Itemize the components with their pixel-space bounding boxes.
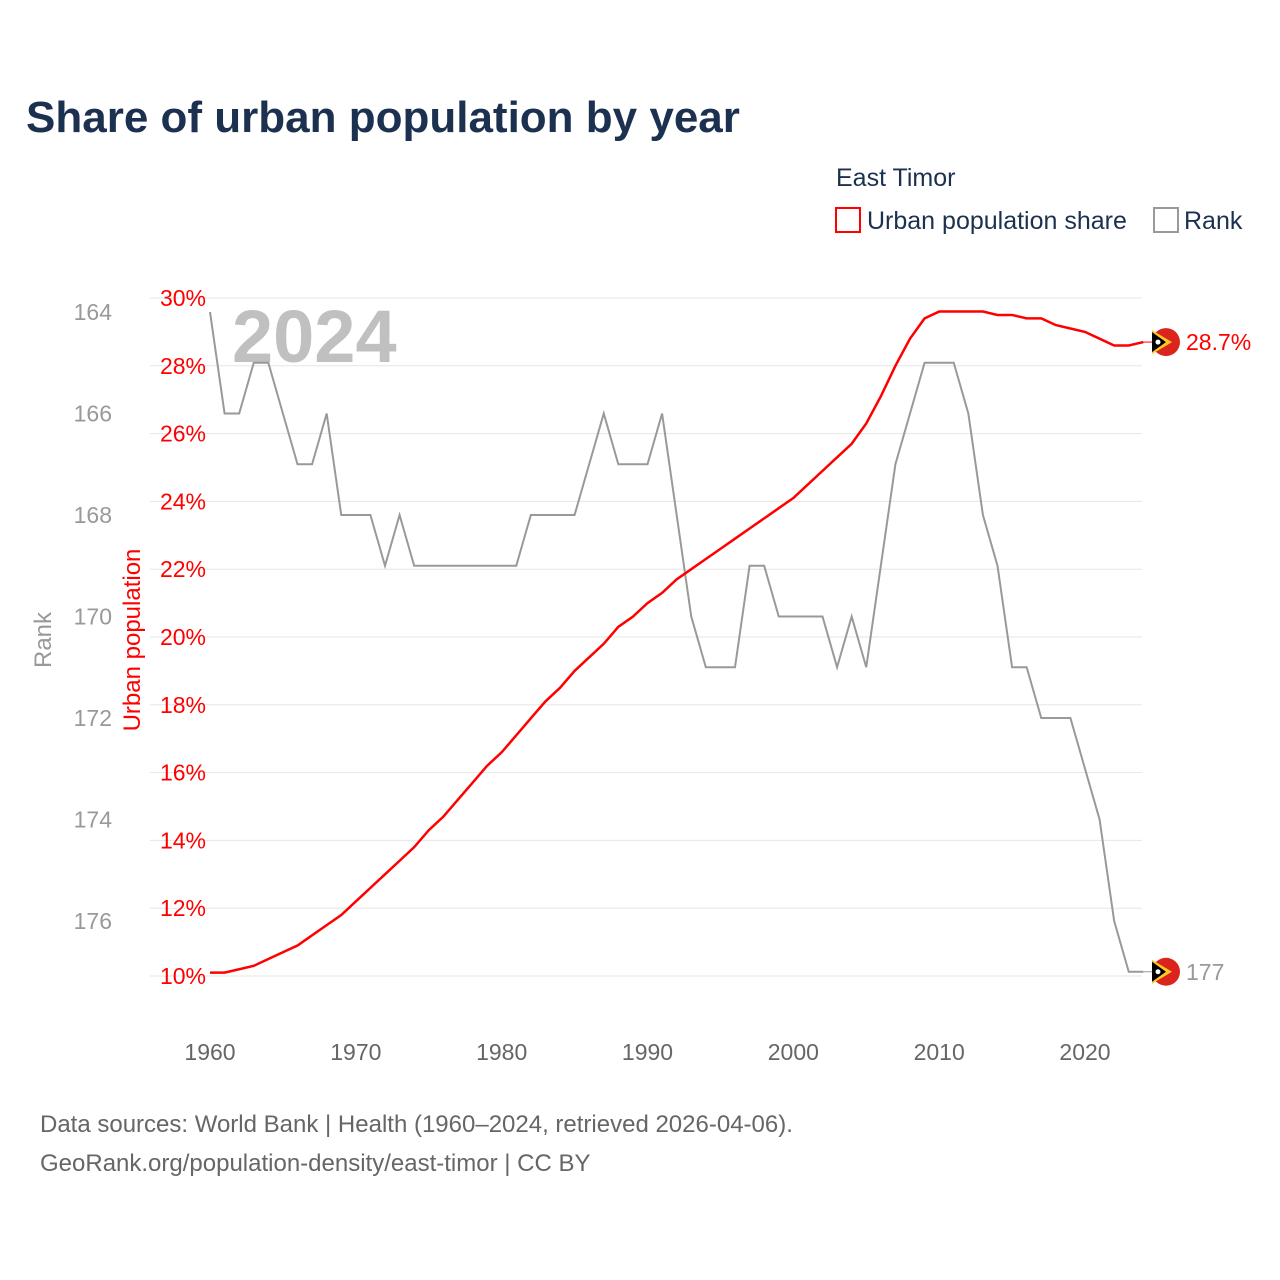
urban-line [210, 310, 1144, 974]
rank-tick-label: 168 [74, 502, 112, 528]
legend-label-rank[interactable]: Rank [1184, 207, 1243, 235]
urban-tick-label: 28% [160, 353, 206, 379]
rank-tick-label: 166 [74, 401, 112, 427]
urban-tick-label: 30% [160, 285, 206, 311]
rank-tick-label: 172 [74, 705, 112, 731]
x-tick-label: 1990 [622, 1039, 673, 1065]
rank-axis-label: Rank [30, 611, 57, 668]
x-tick-label: 2010 [914, 1039, 965, 1065]
footer-link[interactable]: GeoRank.org/population-density/east-timo… [40, 1150, 591, 1177]
east-timor-flag-icon [1152, 957, 1180, 986]
rank-tick-label: 164 [74, 299, 113, 325]
legend-label-urban[interactable]: Urban population share [867, 207, 1127, 235]
urban-tick-label: 16% [160, 760, 206, 786]
legend-swatch-rank [1153, 207, 1179, 233]
legend-title: East Timor [836, 164, 955, 192]
legend-swatch-urban [835, 207, 861, 233]
east-timor-flag-icon [1152, 328, 1180, 357]
rank-tick-label: 170 [74, 604, 112, 630]
footer-sources: Data sources: World Bank | Health (1960–… [40, 1111, 793, 1138]
urban-tick-label: 14% [160, 827, 206, 853]
urban-tick-label: 26% [160, 421, 206, 447]
urban-tick-label: 20% [160, 624, 206, 650]
x-tick-label: 2020 [1059, 1039, 1110, 1065]
x-tick-label: 1980 [476, 1039, 527, 1065]
urban-end-label: 28.7% [1186, 329, 1251, 355]
urban-tick-label: 12% [160, 895, 206, 921]
urban-axis-label: Urban population [119, 549, 146, 732]
x-tick-label: 2000 [768, 1039, 819, 1065]
year-watermark: 2024 [232, 295, 397, 378]
x-tick-label: 1970 [330, 1039, 381, 1065]
urban-tick-label: 24% [160, 488, 206, 514]
rank-tick-label: 176 [74, 908, 112, 934]
chart-title: Share of urban population by year [26, 93, 740, 142]
urban-tick-label: 18% [160, 692, 206, 718]
rank-tick-label: 174 [74, 807, 113, 833]
urban-tick-label: 10% [160, 963, 206, 989]
rank-line [209, 311, 1144, 973]
x-tick-label: 1960 [184, 1039, 235, 1065]
urban-tick-label: 22% [160, 556, 206, 582]
rank-end-label: 177 [1186, 959, 1224, 985]
